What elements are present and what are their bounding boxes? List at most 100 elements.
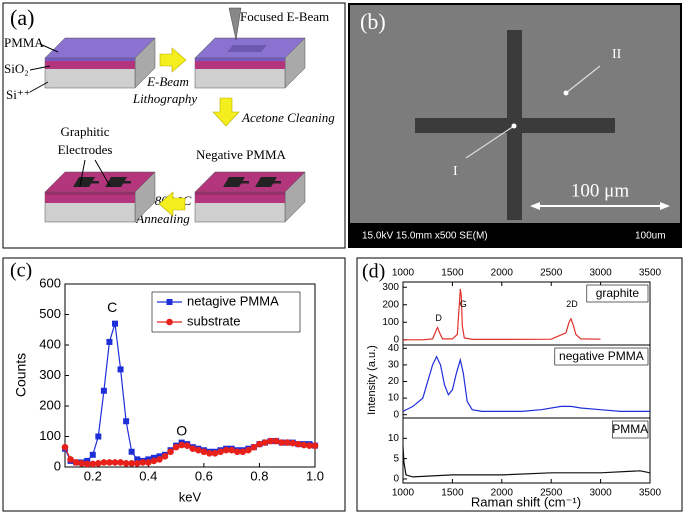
marker <box>267 437 274 445</box>
panel-a: (a) PMMA SiO₂ Si⁺⁺ Focused E-Beam E-Beam… <box>4 5 335 226</box>
panel-a-frame <box>2 2 346 249</box>
dot <box>563 90 569 96</box>
x-tick-label: 2000 <box>491 488 514 499</box>
title-box <box>612 420 649 439</box>
title-box <box>554 347 649 366</box>
y-tick-label: 100 <box>382 317 399 328</box>
block-pmma <box>195 192 285 195</box>
x-tick-label: 3500 <box>639 268 662 279</box>
y-axis-label: Counts <box>13 353 29 397</box>
marker <box>156 456 163 463</box>
legend-label: substrate <box>187 313 240 328</box>
process-arrow <box>212 97 240 127</box>
panel-label: (b) <box>360 9 386 34</box>
marker <box>150 457 158 465</box>
marker <box>123 418 130 425</box>
electrode <box>223 177 245 187</box>
series-line <box>402 446 651 478</box>
mark-label: I <box>453 164 458 179</box>
series-line <box>403 288 601 341</box>
y-tick-label: 300 <box>39 367 61 382</box>
marker <box>206 449 213 457</box>
x-tick-label: 2000 <box>491 268 514 279</box>
marker <box>117 459 124 466</box>
process-arrow <box>158 191 186 217</box>
x-axis-label: keV <box>179 489 202 504</box>
block-pmma <box>45 192 135 195</box>
marker <box>217 448 224 456</box>
annotation: C <box>107 299 117 315</box>
marker <box>161 453 169 460</box>
y-tick-label: 10 <box>388 433 400 444</box>
block-sio2 <box>45 195 135 203</box>
annotation: G <box>460 299 467 309</box>
block-sio2 <box>45 61 135 69</box>
x-tick-label: 0.8 <box>250 468 268 483</box>
panel-label: (c) <box>10 260 32 282</box>
marker <box>250 443 258 451</box>
annotation: O <box>176 423 187 439</box>
block-top <box>44 37 156 59</box>
electrode-line <box>119 181 131 184</box>
electrode-line <box>87 181 99 184</box>
step-label: Lithography <box>132 91 198 106</box>
x-tick-label: 2500 <box>540 488 563 499</box>
panel-label: (d) <box>362 261 385 283</box>
y-tick-label: 20 <box>388 376 400 387</box>
step-label: E-Beam <box>146 74 189 89</box>
y-tick-label: 200 <box>39 397 61 412</box>
result-label: Graphitic <box>60 124 109 139</box>
series-line <box>402 355 650 412</box>
marker <box>122 460 130 467</box>
x-tick-label: 3000 <box>589 268 612 279</box>
annotation: D <box>435 313 442 323</box>
marker <box>78 460 85 467</box>
result-label: Electrodes <box>58 142 113 157</box>
marker <box>295 440 302 448</box>
block-sio2 <box>195 195 285 203</box>
marker <box>61 443 69 451</box>
marker <box>228 446 235 454</box>
block-sio2 <box>195 61 285 69</box>
pointer <box>79 159 86 187</box>
y-tick-label: 0 <box>393 409 399 420</box>
x-tick-label: 3000 <box>589 488 612 499</box>
arrow <box>465 125 515 159</box>
marker <box>133 460 141 467</box>
marker <box>195 446 202 454</box>
block-top <box>44 171 156 193</box>
block-pmma <box>195 58 285 61</box>
marker <box>89 460 97 468</box>
marker <box>283 439 291 446</box>
step-label: Annealing <box>135 211 190 226</box>
y-tick-label: 500 <box>39 306 61 321</box>
marker <box>167 448 174 456</box>
marker <box>245 446 252 454</box>
marker <box>145 459 152 466</box>
marker <box>211 449 219 457</box>
marker <box>139 459 147 466</box>
marker <box>183 442 191 449</box>
y-tick-label: 0 <box>54 458 61 473</box>
y-tick-label: 5 <box>393 453 399 464</box>
subplot-title: graphite <box>596 286 640 300</box>
marker <box>111 459 119 466</box>
electrode-line <box>237 181 249 184</box>
y-tick-label: 30 <box>388 360 400 371</box>
x-tick-label: 0.6 <box>195 468 213 483</box>
marker <box>239 448 247 456</box>
electrode-line <box>269 181 281 184</box>
beam-label: Focused E-Beam <box>240 9 329 24</box>
subplot-title: PMMA <box>612 422 648 436</box>
marker <box>261 439 269 446</box>
subplot-title: negative PMMA <box>559 349 644 363</box>
result-label: Negative PMMA <box>196 147 287 162</box>
marker <box>311 442 319 449</box>
block-pmma <box>45 58 135 61</box>
x-tick-label: 2500 <box>540 268 563 279</box>
marker <box>100 459 108 466</box>
legend-label: netagive PMMA <box>187 293 279 308</box>
marker <box>278 439 285 446</box>
y-tick-label: 600 <box>39 275 61 290</box>
